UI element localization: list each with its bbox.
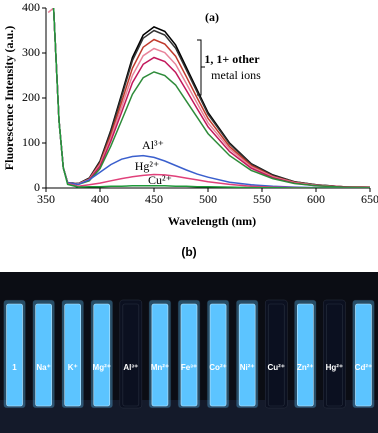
vial — [326, 303, 343, 407]
vial-label: Zn²⁺ — [297, 363, 314, 372]
series-line — [52, 8, 370, 188]
y-tick-label: 300 — [22, 45, 40, 59]
vial-label: Mn²⁺ — [151, 363, 169, 372]
vial — [209, 303, 227, 407]
x-tick-label: 550 — [253, 192, 271, 206]
x-tick-label: 400 — [91, 192, 109, 206]
vial — [64, 303, 81, 407]
vial-label: 1 — [12, 363, 17, 372]
y-axis-label: Fluorescence Intensity (a.u.) — [2, 26, 16, 170]
vial-label: Na⁺ — [36, 363, 50, 372]
vial — [238, 303, 256, 407]
x-tick-label: 650 — [361, 192, 378, 206]
annotation: Hg²⁺ — [135, 159, 160, 173]
vial — [35, 303, 52, 407]
vial — [151, 303, 169, 407]
annotation: 1, 1+ other — [204, 52, 260, 66]
panel-label: (b) — [181, 245, 196, 259]
vial-label: Mg²⁺ — [93, 363, 111, 372]
vial-label: Hg²⁺ — [326, 363, 344, 372]
vial — [93, 303, 111, 407]
vial-label: Fe³⁺ — [181, 363, 197, 372]
vial-label: Co²⁺ — [209, 363, 227, 372]
annotation: Al³⁺ — [142, 138, 164, 152]
annotation: Cu²⁺ — [148, 173, 172, 187]
y-tick-label: 400 — [22, 0, 40, 14]
vial — [355, 303, 372, 407]
plot-area — [47, 8, 370, 188]
vial-label: Ni²⁺ — [240, 363, 255, 372]
vial — [6, 303, 23, 407]
x-tick-label: 600 — [307, 192, 325, 206]
vial — [297, 303, 314, 407]
annotation: metal ions — [211, 68, 261, 82]
x-tick-label: 350 — [37, 192, 55, 206]
vial — [267, 303, 285, 407]
y-tick-label: 100 — [22, 135, 40, 149]
x-tick-label: 450 — [145, 192, 163, 206]
vial-label: Cd²⁺ — [355, 363, 373, 372]
series-line — [47, 8, 370, 188]
vial — [180, 303, 198, 407]
y-tick-label: 200 — [22, 90, 40, 104]
bracket — [197, 39, 205, 96]
y-tick-label: 0 — [34, 180, 40, 194]
vial-label: Al³⁺ — [123, 363, 138, 372]
vial-label: Cu²⁺ — [267, 363, 285, 372]
vial — [122, 303, 140, 407]
vial-label: K⁺ — [68, 363, 78, 372]
chart-title: (a) — [205, 10, 219, 24]
series-line — [52, 8, 370, 188]
x-axis-label: Wavelength (nm) — [168, 214, 256, 228]
x-tick-label: 500 — [199, 192, 217, 206]
